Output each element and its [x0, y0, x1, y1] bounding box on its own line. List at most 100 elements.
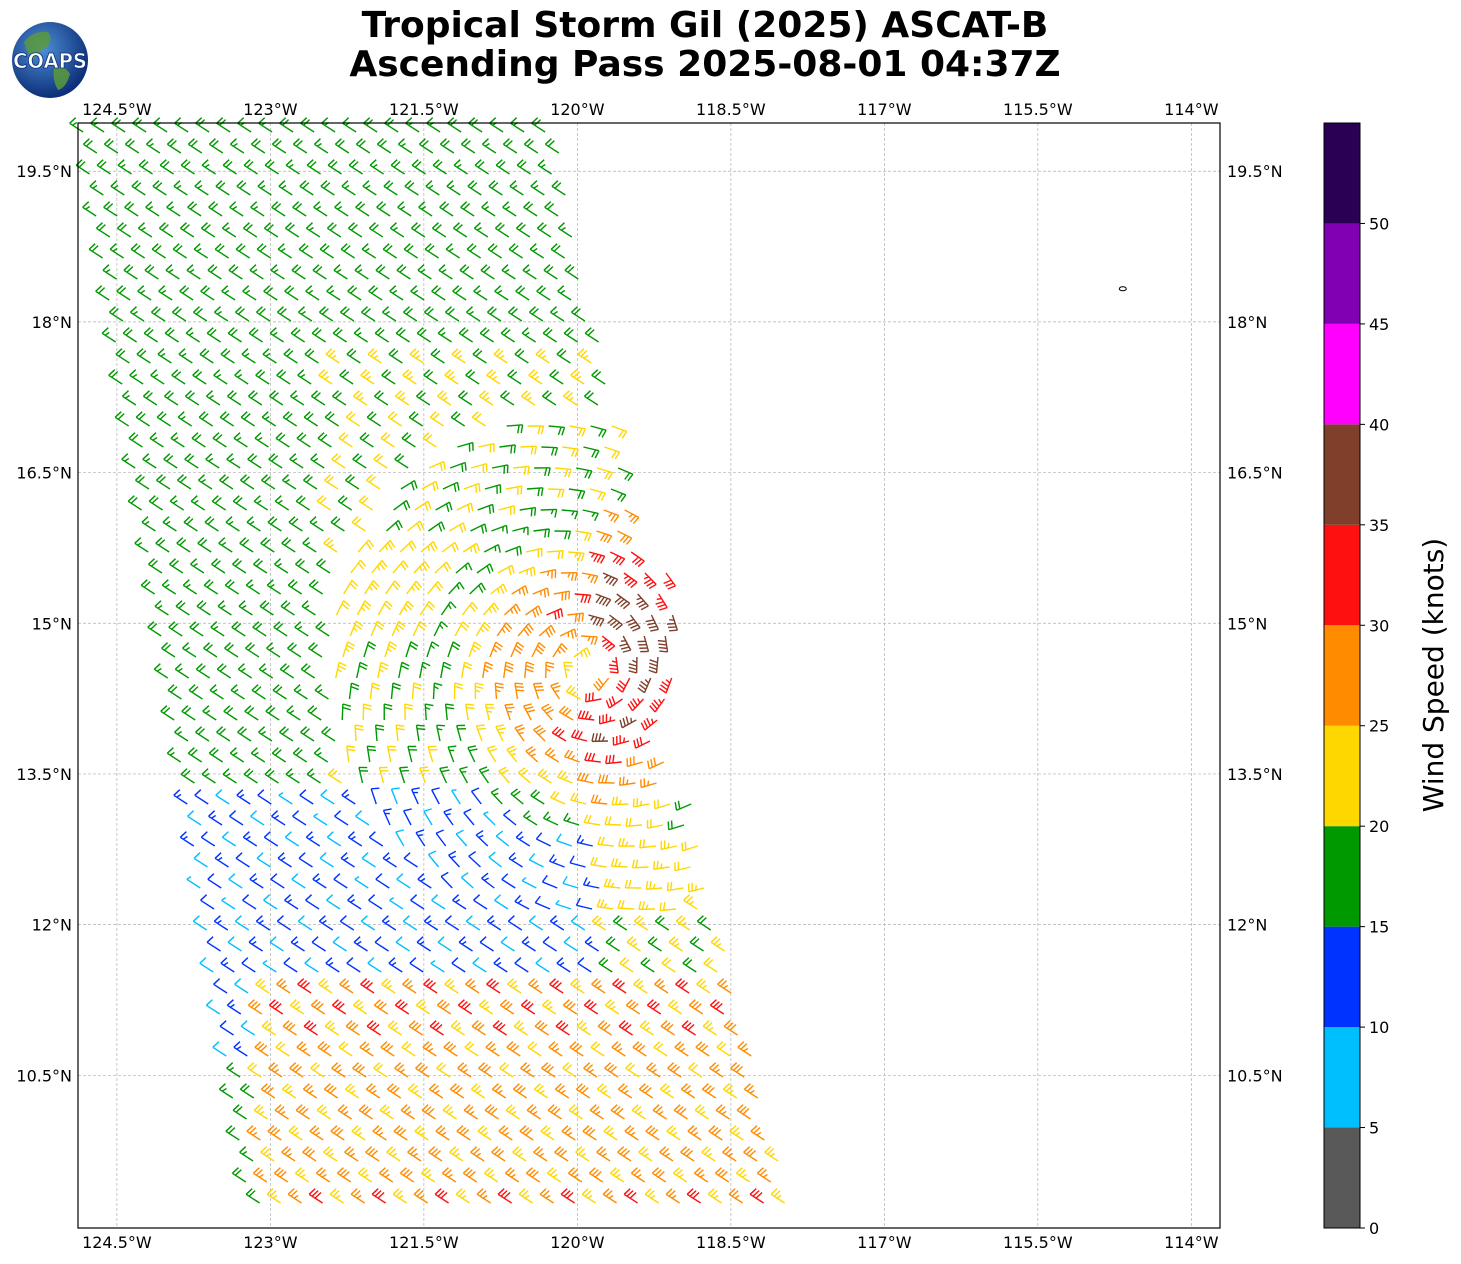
wind-barb — [127, 495, 143, 511]
barb-staff — [582, 1130, 597, 1141]
barb-staff — [646, 1004, 662, 1015]
barb-feather — [211, 814, 217, 819]
barb-feather — [639, 1020, 647, 1027]
barb-feather — [597, 798, 602, 804]
barb-feather — [481, 1001, 489, 1008]
barb-feather — [628, 1001, 636, 1008]
barb-feather — [523, 138, 531, 145]
barb-feather — [645, 904, 649, 910]
wind-barb — [257, 789, 272, 805]
barb-feather — [236, 1045, 242, 1050]
barb-staff — [381, 920, 397, 931]
barb-staff — [116, 290, 131, 301]
wind-barb — [172, 243, 187, 259]
barb-feather — [603, 1125, 611, 1132]
barb-feather — [250, 455, 258, 462]
barb-feather — [617, 861, 622, 867]
barb-feather — [265, 352, 271, 357]
wind-barb — [557, 285, 572, 301]
barb-feather — [296, 1041, 304, 1048]
barb-staff — [460, 876, 474, 889]
barb-feather — [545, 668, 551, 672]
wind-barb — [520, 999, 536, 1015]
wind-barb — [646, 1062, 661, 1078]
barb-staff — [318, 983, 333, 994]
barb-feather — [376, 1001, 384, 1008]
barb-feather — [612, 978, 620, 985]
barb-feather — [322, 1110, 328, 1115]
wind-barb — [522, 810, 538, 826]
barb-staff — [674, 1046, 689, 1057]
barb-feather — [214, 497, 222, 504]
wind-barb — [456, 502, 474, 513]
barb-staff — [681, 1025, 696, 1036]
barb-feather — [510, 980, 518, 987]
barb-feather — [586, 647, 591, 656]
barb-feather — [355, 455, 363, 462]
wind-barb — [515, 222, 531, 238]
barb-feather — [627, 1127, 635, 1134]
barb-staff — [289, 1004, 305, 1015]
barb-staff — [550, 248, 565, 259]
wind-barb — [109, 243, 124, 259]
barb-feather — [554, 447, 559, 456]
barb-feather — [409, 957, 417, 964]
wind-barb — [260, 1083, 276, 1099]
barb-feather — [564, 591, 567, 601]
wind-barb — [619, 635, 632, 653]
barb-feather — [413, 224, 421, 231]
barb-staff — [311, 941, 326, 952]
barb-feather — [601, 429, 607, 438]
wind-barb — [398, 766, 409, 784]
wind-barb — [206, 936, 221, 952]
barb-feather — [302, 182, 310, 189]
barb-staff — [180, 227, 195, 238]
wind-barb — [526, 1104, 541, 1120]
barb-feather — [553, 1107, 561, 1115]
wind-barb — [206, 327, 222, 343]
barb-feather — [171, 560, 179, 567]
wind-barb — [381, 369, 396, 385]
barb-feather — [134, 182, 142, 189]
barb-feather — [216, 117, 224, 124]
barb-feather — [410, 482, 415, 491]
barb-staff — [248, 395, 263, 406]
barb-feather — [288, 1023, 296, 1031]
barb-staff — [340, 857, 355, 868]
barb-feather — [450, 375, 456, 380]
barb-feather — [567, 750, 574, 759]
barb-feather — [460, 1001, 468, 1008]
barb-staff — [172, 248, 187, 259]
wind-barb — [128, 432, 143, 448]
barb-feather — [631, 1104, 639, 1111]
barb-feather — [160, 705, 168, 712]
barb-staff — [605, 941, 620, 952]
barb-feather — [711, 1127, 719, 1134]
barb-feather — [591, 692, 594, 701]
barb-staff — [423, 920, 439, 931]
barb-staff — [419, 601, 430, 616]
barb-staff — [188, 143, 203, 154]
barb-feather — [696, 978, 704, 985]
wind-barb — [545, 661, 555, 679]
barb-feather — [746, 1085, 754, 1092]
wind-barb — [453, 159, 468, 175]
barb-feather — [200, 222, 208, 229]
barb-feather — [346, 957, 354, 964]
wind-barb — [393, 499, 411, 511]
barb-staff — [121, 458, 136, 469]
barb-feather — [270, 264, 278, 271]
barb-feather — [535, 607, 540, 616]
wind-barb — [491, 1083, 507, 1099]
barb-feather — [195, 371, 203, 378]
barb-staff — [367, 962, 382, 973]
barb-feather — [712, 1001, 720, 1008]
barb-feather — [252, 268, 258, 273]
barb-feather — [331, 1062, 339, 1069]
barb-staff — [492, 464, 508, 469]
barb-staff — [640, 962, 655, 973]
barb-staff — [393, 1130, 408, 1141]
barb-staff — [387, 1025, 402, 1036]
wind-barb — [411, 159, 426, 175]
barb-feather — [492, 1020, 500, 1027]
